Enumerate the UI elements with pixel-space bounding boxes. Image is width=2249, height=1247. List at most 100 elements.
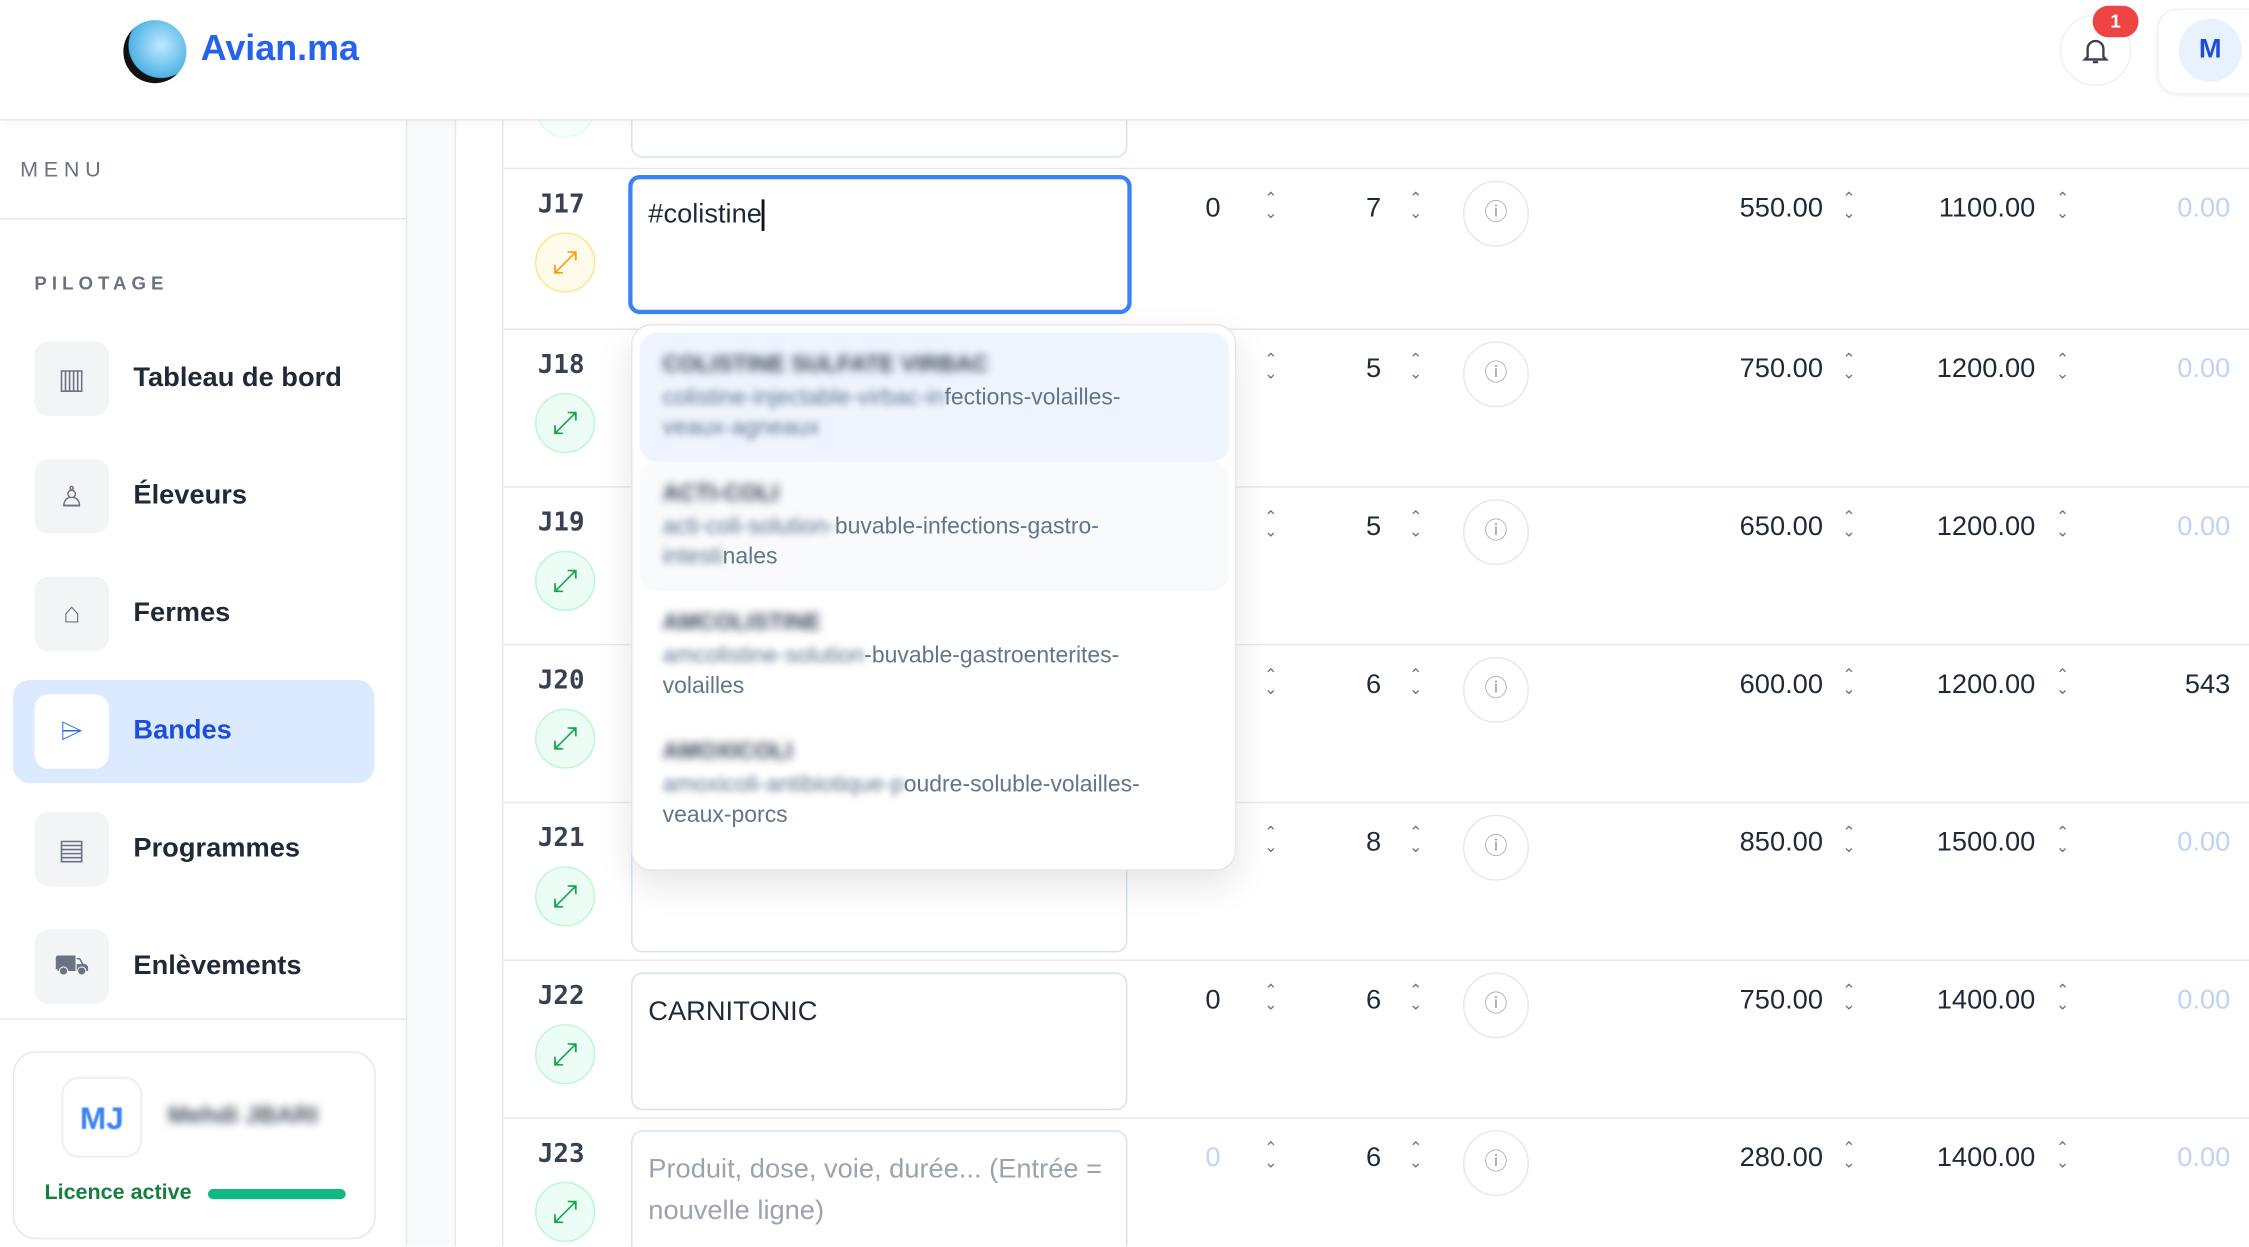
price-stepper-icon[interactable]: ⌃ ⌄ <box>1842 666 1856 699</box>
user-menu-button[interactable]: M <box>2157 8 2249 95</box>
price-stepper-icon[interactable]: ⌃ ⌄ <box>1842 190 1856 223</box>
document-icon: ▤ <box>34 811 110 887</box>
total-value[interactable]: 1200.00 <box>1936 512 2036 543</box>
suggestion-desc: -buvable-gastroenterites- <box>864 644 1120 669</box>
sidebar-item-fermes[interactable]: ⌂ Fermes <box>13 562 374 665</box>
duration-stepper-icon[interactable]: ⌃ ⌄ <box>1409 666 1423 699</box>
expand-icon[interactable]: ⤢ <box>534 392 596 454</box>
duration-stepper-icon[interactable]: ⌃ ⌄ <box>1409 1140 1423 1172</box>
duration-value[interactable]: 6 <box>1366 1143 1382 1174</box>
day-label: J19 <box>537 507 585 538</box>
sidebar-item-tableau-de-bord[interactable]: ▥ Tableau de bord <box>13 327 374 430</box>
suggestion-desc-hidden: amcolistine-solution <box>662 644 865 669</box>
quantity-stepper-icon[interactable]: ⌃ ⌄ <box>1264 824 1278 857</box>
price-stepper-icon[interactable]: ⌃ ⌄ <box>1842 509 1856 541</box>
duration-stepper-icon[interactable]: ⌃ ⌄ <box>1409 190 1423 223</box>
total-value[interactable]: 1200.00 <box>1936 669 2036 700</box>
quantity-value[interactable]: 0 <box>1205 193 1221 224</box>
duration-value[interactable]: 8 <box>1366 827 1382 858</box>
total-value[interactable]: 1100.00 <box>1938 193 2036 224</box>
user-card[interactable]: MJ Mehdi JBARI Licence active <box>12 1051 376 1240</box>
info-icon[interactable]: ⓘ <box>1462 656 1529 723</box>
total-stepper-icon[interactable]: ⌃ ⌄ <box>2055 190 2070 223</box>
cost-value: 0.00 <box>2177 985 2231 1016</box>
suggestion-desc: nales <box>722 545 778 570</box>
price-stepper-icon[interactable]: ⌃ ⌄ <box>1842 1140 1856 1172</box>
total-stepper-icon[interactable]: ⌃ ⌄ <box>2055 1140 2070 1172</box>
sidebar-item-enlevements[interactable]: ⛟ Enlèvements <box>13 915 374 1018</box>
price-value[interactable]: 750.00 <box>1739 985 1823 1016</box>
info-icon[interactable]: ⓘ <box>1462 972 1529 1039</box>
total-value[interactable]: 1400.00 <box>1936 985 2036 1016</box>
top-bar: Avian.ma 1 M <box>0 0 2249 121</box>
product-input-value: #colistine <box>648 199 762 230</box>
duration-stepper-icon[interactable]: ⌃ ⌄ <box>1409 982 1423 1015</box>
total-value[interactable]: 1400.00 <box>1936 1143 2036 1174</box>
licence-status: Licence active <box>44 1180 192 1205</box>
tag-icon: ⌲ <box>34 694 110 769</box>
cost-value: 0.00 <box>2177 827 2231 858</box>
info-icon[interactable]: ⓘ <box>1462 1130 1529 1197</box>
duration-stepper-icon[interactable]: ⌃ ⌄ <box>1409 351 1423 383</box>
product-input[interactable]: #colistine <box>628 174 1132 315</box>
quantity-stepper-icon[interactable]: ⌃ ⌄ <box>1264 509 1278 541</box>
product-input[interactable]: CARNITONIC <box>631 972 1128 1111</box>
price-value[interactable]: 850.00 <box>1739 827 1823 858</box>
sidebar-item-programmes[interactable]: ▤ Programmes <box>13 797 374 900</box>
suggestion-option[interactable]: AMCOLISTINE amcolistine-solution-buvable… <box>640 591 1229 720</box>
price-stepper-icon[interactable]: ⌃ ⌄ <box>1842 351 1856 383</box>
quantity-stepper-icon[interactable]: ⌃ ⌄ <box>1264 190 1278 223</box>
price-value[interactable]: 750.00 <box>1739 354 1823 385</box>
expand-icon[interactable]: ⤢ <box>534 232 596 293</box>
info-icon[interactable]: ⓘ <box>1462 814 1529 881</box>
price-stepper-icon[interactable]: ⌃ ⌄ <box>1842 824 1856 857</box>
price-value[interactable]: 600.00 <box>1739 669 1823 700</box>
price-value[interactable]: 550.00 <box>1739 193 1823 224</box>
sidebar: MENU PILOTAGE ▥ Tableau de bord ♙ Éleveurs… <box>0 120 408 1247</box>
price-stepper-icon[interactable]: ⌃ ⌄ <box>1842 982 1856 1015</box>
quantity-stepper-icon[interactable]: ⌃ ⌄ <box>1264 1140 1278 1172</box>
duration-value[interactable]: 5 <box>1366 512 1382 543</box>
total-stepper-icon[interactable]: ⌃ ⌄ <box>2055 351 2070 383</box>
product-input[interactable]: Produit, dose, voie, durée... (Entrée = … <box>631 1130 1128 1247</box>
sidebar-item-label: Éleveurs <box>133 480 248 511</box>
info-icon[interactable]: ⓘ <box>1462 499 1529 566</box>
suggestion-option[interactable]: AMOXICOLI amoxicoli-antibiotique-poudre-… <box>640 720 1229 849</box>
expand-icon[interactable]: ⤢ <box>534 1024 596 1085</box>
quantity-stepper-icon[interactable]: ⌃ ⌄ <box>1264 666 1278 699</box>
duration-value[interactable]: 5 <box>1366 354 1382 385</box>
quantity-value[interactable]: 0 <box>1205 985 1221 1016</box>
suggestion-option[interactable]: COLISTINE SULFATE VIRBAC colistine-injec… <box>639 332 1230 462</box>
total-value[interactable]: 1500.00 <box>1936 827 2036 858</box>
user-icon: ♙ <box>34 458 110 534</box>
total-stepper-icon[interactable]: ⌃ ⌄ <box>2055 982 2070 1015</box>
cost-value: 0.00 <box>2177 1143 2231 1174</box>
info-icon[interactable]: ⓘ <box>1462 180 1529 247</box>
quantity-stepper-icon[interactable]: ⌃ ⌄ <box>1264 351 1278 383</box>
total-stepper-icon[interactable]: ⌃ ⌄ <box>2055 824 2070 857</box>
duration-stepper-icon[interactable]: ⌃ ⌄ <box>1409 509 1423 541</box>
expand-icon[interactable]: ⤢ <box>534 708 596 769</box>
suggestion-desc: buvable-infections-gastro- <box>834 514 1099 540</box>
expand-icon[interactable]: ⤢ <box>534 550 596 612</box>
duration-value[interactable]: 6 <box>1366 985 1382 1016</box>
brand-name[interactable]: Avian.ma <box>200 28 359 69</box>
total-stepper-icon[interactable]: ⌃ ⌄ <box>2055 666 2070 699</box>
duration-value[interactable]: 7 <box>1366 193 1382 224</box>
price-value[interactable]: 280.00 <box>1739 1143 1823 1174</box>
day-label: J21 <box>537 823 585 854</box>
duration-value[interactable]: 6 <box>1366 669 1382 700</box>
sidebar-item-eleveurs[interactable]: ♙ Éleveurs <box>13 445 374 548</box>
expand-icon[interactable]: ⤢ <box>534 1181 596 1243</box>
total-value[interactable]: 1200.00 <box>1936 354 2036 385</box>
price-value[interactable]: 650.00 <box>1739 512 1823 543</box>
duration-stepper-icon[interactable]: ⌃ ⌄ <box>1409 824 1423 857</box>
quantity-stepper-icon[interactable]: ⌃ ⌄ <box>1264 982 1278 1015</box>
suggestion-option[interactable]: ACTI-COLI acti-coli-solution-buvable-inf… <box>639 461 1230 591</box>
sidebar-item-bandes[interactable]: ⌲ Bandes <box>12 679 375 784</box>
day-label: J17 <box>537 189 585 220</box>
expand-icon[interactable]: ⤢ <box>534 866 596 927</box>
info-icon[interactable]: ⓘ <box>1462 341 1529 408</box>
total-stepper-icon[interactable]: ⌃ ⌄ <box>2055 509 2070 541</box>
quantity-value[interactable]: 0 <box>1205 1143 1221 1174</box>
